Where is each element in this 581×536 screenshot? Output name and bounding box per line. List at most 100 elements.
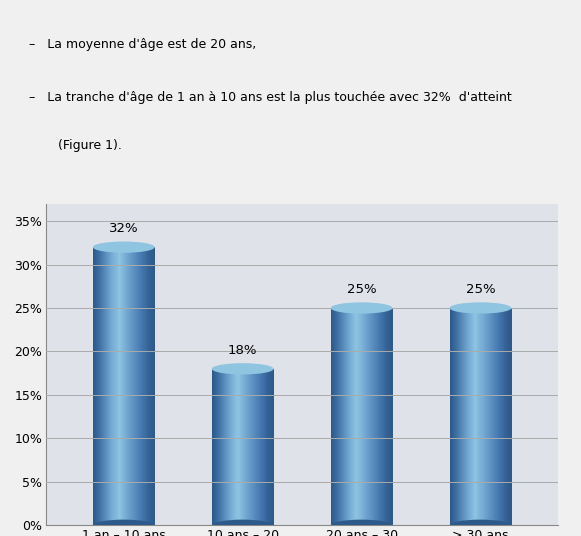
Ellipse shape [450, 302, 511, 314]
Bar [463, 308, 464, 525]
Text: –   La moyenne d'âge est de 20 ans,: – La moyenne d'âge est de 20 ans, [29, 38, 256, 50]
Bar [342, 308, 343, 525]
Bar [117, 247, 119, 525]
Bar [487, 308, 489, 525]
Bar [110, 247, 112, 525]
Bar [121, 247, 122, 525]
Bar [468, 308, 469, 525]
Bar [226, 369, 227, 525]
Bar [114, 247, 116, 525]
Bar [502, 308, 503, 525]
Bar [464, 308, 465, 525]
Bar [348, 308, 349, 525]
Bar [257, 369, 259, 525]
Bar [251, 369, 252, 525]
Bar [365, 308, 367, 525]
Bar [390, 308, 392, 525]
Bar [388, 308, 390, 525]
Bar [474, 308, 476, 525]
Bar [108, 247, 110, 525]
Ellipse shape [331, 302, 393, 314]
Bar [253, 369, 254, 525]
Bar [491, 308, 492, 525]
Bar [352, 308, 354, 525]
Bar [499, 308, 500, 525]
Bar [109, 247, 110, 525]
Bar [508, 308, 510, 525]
Bar [379, 308, 381, 525]
Bar [255, 369, 256, 525]
Bar [272, 369, 274, 525]
Bar [149, 247, 151, 525]
Bar [126, 247, 127, 525]
Bar [485, 308, 486, 525]
Bar [228, 369, 229, 525]
Bar [254, 369, 255, 525]
Bar [467, 308, 468, 525]
Bar [249, 369, 250, 525]
Bar [376, 308, 377, 525]
Bar [354, 308, 356, 525]
Bar [344, 308, 345, 525]
Bar [455, 308, 456, 525]
Bar [153, 247, 154, 525]
Bar [356, 308, 357, 525]
Bar [375, 308, 376, 525]
Bar [501, 308, 503, 525]
Bar [483, 308, 485, 525]
Bar [367, 308, 368, 525]
Bar [227, 369, 228, 525]
Bar [469, 308, 471, 525]
Bar [246, 369, 247, 525]
Bar [127, 247, 128, 525]
Bar [103, 247, 105, 525]
Bar [363, 308, 364, 525]
Bar [135, 247, 137, 525]
Bar [119, 247, 120, 525]
Bar [506, 308, 508, 525]
Bar [500, 308, 501, 525]
Bar [229, 369, 231, 525]
Bar [357, 308, 358, 525]
Bar [373, 308, 374, 525]
Bar [262, 369, 264, 525]
Bar [495, 308, 496, 525]
Bar [471, 308, 472, 525]
Bar [145, 247, 146, 525]
Bar [264, 369, 266, 525]
Bar [243, 369, 245, 525]
Bar [144, 247, 146, 525]
Ellipse shape [211, 519, 274, 531]
Bar [117, 247, 118, 525]
Bar [336, 308, 337, 525]
Bar [335, 308, 336, 525]
Bar [211, 369, 213, 525]
Bar [239, 369, 241, 525]
Bar [360, 308, 361, 525]
Bar [94, 247, 95, 525]
Bar [234, 369, 236, 525]
Bar [263, 369, 264, 525]
Bar [140, 247, 142, 525]
Text: 18%: 18% [228, 344, 257, 356]
Bar [466, 308, 467, 525]
Bar [480, 308, 482, 525]
Bar [93, 247, 94, 525]
Bar [505, 308, 507, 525]
Bar [224, 369, 225, 525]
Bar [136, 247, 137, 525]
Text: 25%: 25% [347, 283, 376, 296]
Ellipse shape [93, 519, 155, 531]
Bar [107, 247, 109, 525]
Bar [374, 308, 375, 525]
Bar [261, 369, 263, 525]
Bar [266, 369, 267, 525]
Bar [144, 247, 145, 525]
Bar [150, 247, 152, 525]
Bar [99, 247, 101, 525]
Bar [338, 308, 339, 525]
Bar [241, 369, 242, 525]
Bar [132, 247, 133, 525]
Bar [266, 369, 268, 525]
Bar [472, 308, 474, 525]
